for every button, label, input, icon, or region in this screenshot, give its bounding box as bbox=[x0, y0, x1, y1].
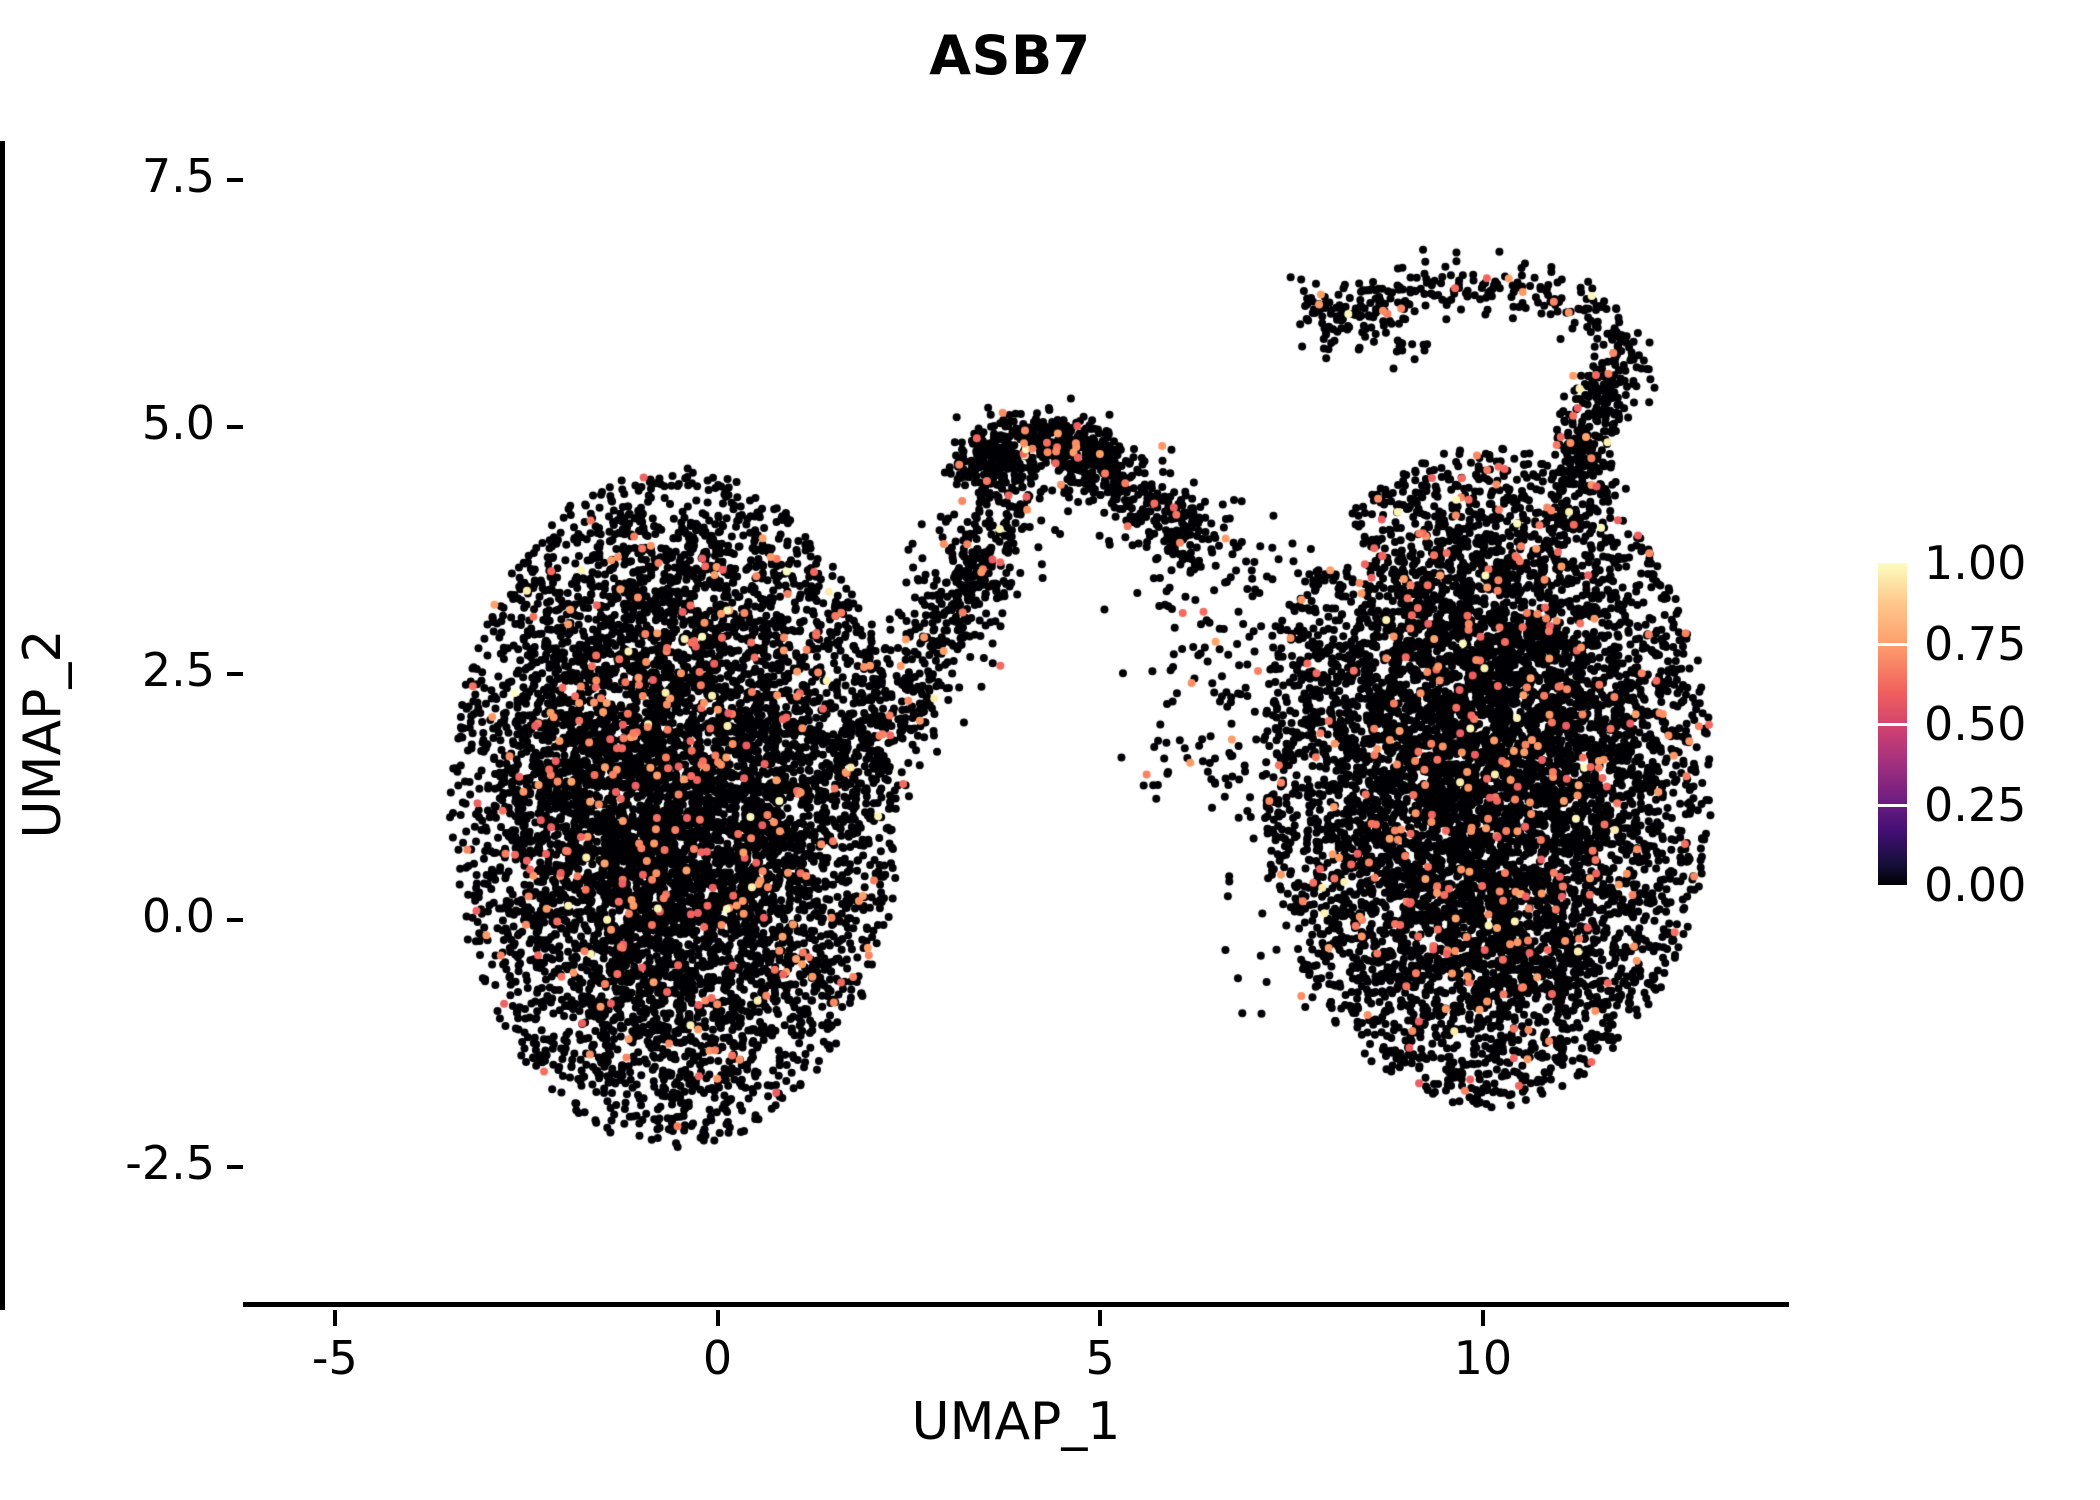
y-tick-label: 2.5 bbox=[141, 642, 215, 697]
colorbar-legend: 1.00 0.75 0.50 0.25 0.00 bbox=[1878, 536, 2078, 912]
y-tick-label: 0.0 bbox=[141, 889, 215, 944]
y-tick-mark bbox=[227, 178, 243, 183]
y-tick-mark bbox=[227, 1164, 243, 1169]
x-tick-label: 0 bbox=[702, 1331, 733, 1385]
colorbar-tick-mark bbox=[1878, 803, 1907, 807]
colorbar-tick-label: 0.75 bbox=[1924, 616, 2027, 671]
y-tick-mark bbox=[227, 918, 243, 923]
x-tick-label: 10 bbox=[1453, 1331, 1513, 1385]
y-axis-spine bbox=[0, 141, 5, 1310]
colorbar-tick-mark bbox=[1878, 642, 1907, 646]
colorbar-tick-label: 0.50 bbox=[1924, 697, 2027, 751]
x-tick-mark bbox=[715, 1310, 720, 1326]
colorbar-tick-label: 1.00 bbox=[1924, 536, 2027, 590]
plot-area bbox=[243, 141, 1789, 1305]
x-tick-mark bbox=[332, 1310, 337, 1326]
page-title: ASB7 bbox=[929, 24, 1091, 87]
y-tick-mark bbox=[227, 425, 243, 430]
x-axis-label: UMAP_1 bbox=[911, 1392, 1121, 1452]
x-tick-mark bbox=[1480, 1310, 1485, 1326]
colorbar-tick-label: 0.00 bbox=[1924, 858, 2027, 912]
colorbar-tick-mark bbox=[1878, 723, 1907, 726]
scatter-points-canvas bbox=[243, 141, 1789, 1305]
y-axis-label: UMAP_2 bbox=[13, 629, 73, 839]
y-tick-label: 5.0 bbox=[141, 396, 215, 451]
y-tick-label: -2.5 bbox=[125, 1135, 215, 1190]
x-tick-mark bbox=[1098, 1310, 1103, 1326]
x-tick-label: -5 bbox=[311, 1331, 358, 1385]
y-tick-mark bbox=[227, 671, 243, 676]
x-tick-label: 5 bbox=[1085, 1331, 1115, 1385]
y-tick-label: 7.5 bbox=[141, 149, 215, 204]
colorbar-tick-label: 0.25 bbox=[1924, 777, 2027, 832]
